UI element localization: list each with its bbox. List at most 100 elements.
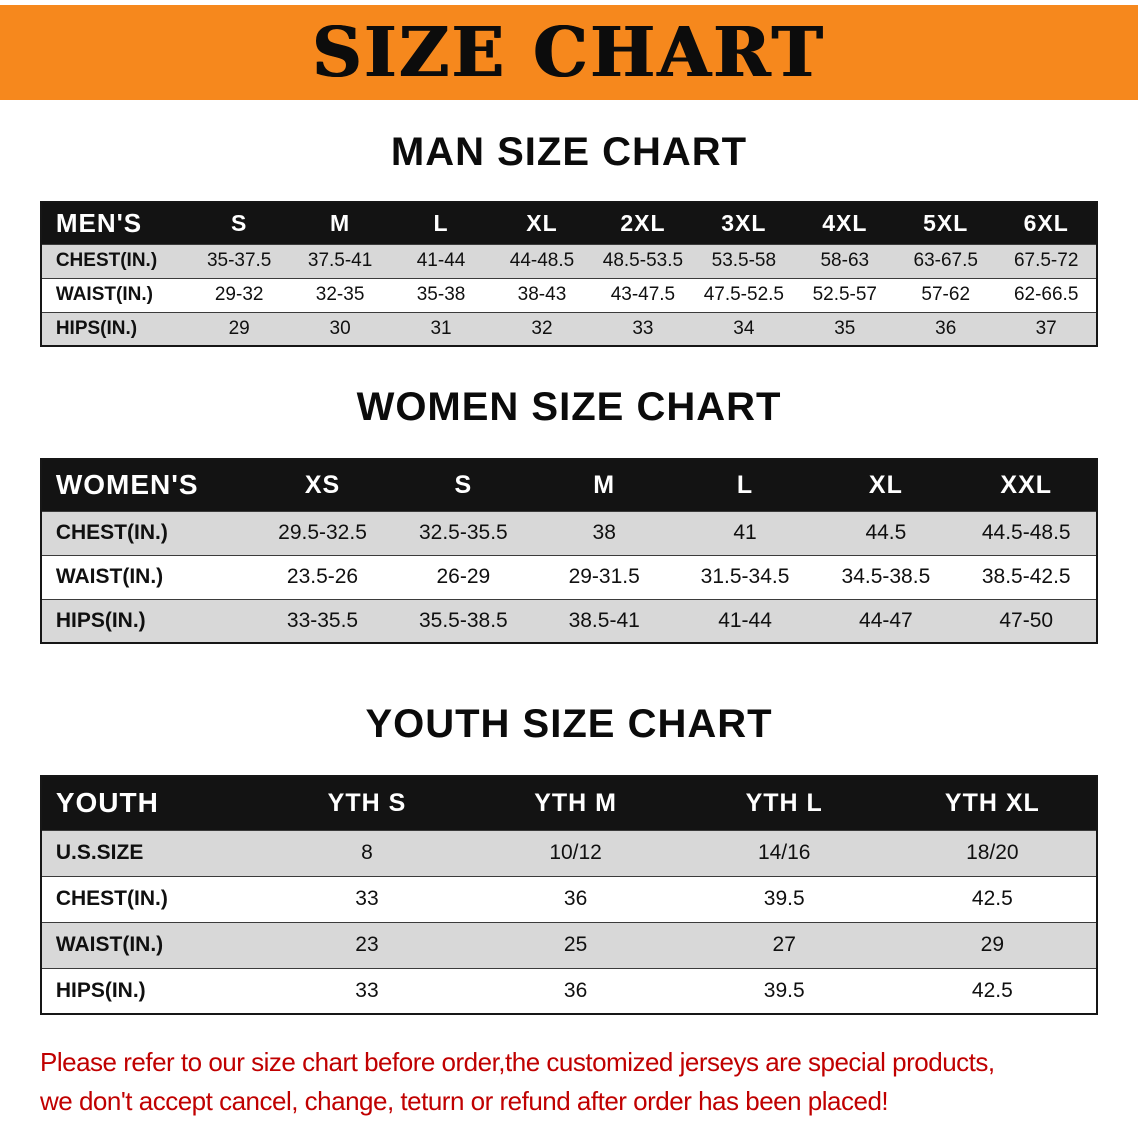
- size-value: 29.5-32.5: [278, 521, 367, 544]
- size-value: 25: [563, 933, 588, 956]
- table-row: CHEST(IN.) 29.5-32.5 32.5-35.5 38 41 44.5 44.5…: [40, 511, 1098, 555]
- size-value: 58-63: [820, 250, 870, 271]
- size-value: 35-37.5: [206, 250, 272, 271]
- size-column-header: S: [188, 202, 290, 244]
- table-header-row: YOUTH YTH S YTH M YTH L YTH XL: [40, 776, 1098, 830]
- size-value: 30: [329, 317, 351, 339]
- size-column-header: L: [390, 202, 492, 244]
- size-value: 35: [834, 317, 856, 339]
- size-value: 39.5: [763, 887, 805, 910]
- disclaimer-line: we don't accept cancel, change, teturn o…: [40, 1086, 889, 1116]
- size-value: 34.5-38.5: [841, 565, 931, 588]
- size-value: 53.5-58: [711, 250, 777, 271]
- size-value: 18/20: [966, 841, 1019, 864]
- table-group-label: YOUTH: [40, 776, 263, 830]
- size-value: 36: [563, 978, 588, 1002]
- size-value: 41-44: [416, 250, 466, 271]
- size-column-header: YTH L: [679, 776, 889, 830]
- table-row: HIPS(IN.) 33 36 39.5 42.5: [40, 968, 1098, 1014]
- size-value: 41-44: [718, 608, 772, 632]
- measurement-label: HIPS(IN.): [55, 608, 146, 632]
- size-value: 29-32: [214, 284, 264, 305]
- table-row: WAIST(IN.) 29-32 32-35 35-38 38-43 43-47.5 47.…: [40, 278, 1098, 312]
- size-value: 43-47.5: [610, 284, 676, 305]
- women-size-section: WOMEN SIZE CHART WOMEN'S XS S M L XL XXL CHEST(…: [0, 385, 1138, 644]
- disclaimer-line: Please refer to our size chart before or…: [40, 1047, 995, 1077]
- size-value: 29: [228, 317, 250, 339]
- youth-size-section: YOUTH SIZE CHART YOUTH YTH S YTH M YTH L YTH…: [0, 702, 1138, 1015]
- size-value: 31.5-34.5: [700, 565, 790, 588]
- table-header-row: MEN'S S M L XL 2XL 3XL 4XL 5XL 6XL: [40, 202, 1098, 244]
- size-value: 32: [531, 317, 553, 339]
- measurement-label: CHEST(IN.): [55, 521, 168, 544]
- youth-size-table: YOUTH YTH S YTH M YTH L YTH XL U.S.SIZE 8 10/12…: [39, 775, 1099, 1015]
- table-row: WAIST(IN.) 23 25 27 29: [40, 922, 1098, 968]
- size-value: 44-48.5: [509, 250, 575, 271]
- size-value: 29-31.5: [568, 565, 640, 588]
- table-group-label: WOMEN'S: [40, 459, 253, 511]
- size-value: 39.5: [763, 978, 805, 1002]
- size-value: 33: [632, 317, 654, 339]
- size-column-header: M: [533, 459, 675, 511]
- size-value: 41: [733, 521, 757, 544]
- women-section-heading: WOMEN SIZE CHART: [356, 385, 782, 429]
- page-title: SIZE CHART: [312, 12, 826, 93]
- size-column-header: 3XL: [693, 202, 795, 244]
- size-value: 14/16: [757, 841, 811, 864]
- size-value: 23: [355, 933, 379, 956]
- measurement-label: U.S.SIZE: [55, 841, 144, 864]
- size-column-header: 6XL: [996, 202, 1098, 244]
- size-column-header: YTH M: [471, 776, 680, 830]
- size-column-header: XXL: [956, 459, 1098, 511]
- table-row: CHEST(IN.) 35-37.5 37.5-41 41-44 44-48.5 48.5…: [40, 244, 1098, 278]
- size-value: 36: [935, 317, 957, 339]
- size-column-header: XS: [252, 459, 393, 511]
- size-value: 32.5-35.5: [418, 521, 508, 544]
- size-value: 48.5-53.5: [602, 250, 684, 271]
- size-value: 47.5-52.5: [703, 284, 784, 305]
- size-value: 33: [355, 887, 379, 910]
- size-column-header: YTH S: [262, 776, 472, 830]
- men-size-section: MAN SIZE CHART MEN'S S M L XL 2XL 3XL 4XL 5XL 6XL…: [0, 130, 1138, 347]
- size-value: 63-67.5: [913, 250, 978, 271]
- table-row: U.S.SIZE 8 10/12 14/16 18/20: [40, 830, 1098, 876]
- size-value: 23.5-26: [286, 565, 359, 588]
- order-disclaimer: Please refer to our size chart before or…: [40, 1043, 1098, 1121]
- size-value: 57-62: [921, 284, 971, 305]
- size-value: 47-50: [999, 608, 1054, 632]
- size-value: 37.5-41: [307, 250, 373, 271]
- size-value: 38: [592, 521, 616, 544]
- size-value: 38.5-41: [568, 608, 640, 632]
- table-header-row: WOMEN'S XS S M L XL XXL: [40, 459, 1098, 511]
- measurement-label: HIPS(IN.): [55, 978, 146, 1002]
- measurement-label: CHEST(IN.): [55, 250, 158, 271]
- men-section-heading: MAN SIZE CHART: [390, 130, 748, 174]
- size-column-header: YTH XL: [888, 776, 1098, 830]
- size-value: 44-47: [859, 608, 913, 632]
- size-value: 10/12: [549, 841, 602, 864]
- size-column-header: 4XL: [794, 202, 896, 244]
- measurement-label: WAIST(IN.): [55, 933, 164, 956]
- size-value: 44.5: [865, 521, 907, 544]
- size-value: 62-66.5: [1013, 284, 1079, 305]
- size-value: 38.5-42.5: [981, 565, 1071, 588]
- size-value: 8: [361, 841, 373, 864]
- size-value: 52.5-57: [812, 284, 878, 305]
- table-row: HIPS(IN.) 33-35.5 35.5-38.5 38.5-41 41-44 44-…: [40, 599, 1098, 643]
- size-column-header: 2XL: [592, 202, 694, 244]
- size-value: 42.5: [971, 978, 1013, 1002]
- size-value: 27: [772, 933, 796, 956]
- table-group-label: MEN'S: [40, 202, 189, 244]
- size-value: 32-35: [315, 284, 365, 305]
- measurement-label: CHEST(IN.): [55, 887, 168, 910]
- size-column-header: XL: [491, 202, 593, 244]
- table-row: WAIST(IN.) 23.5-26 26-29 29-31.5 31.5-34.5 34…: [40, 555, 1098, 599]
- size-value: 33: [355, 978, 379, 1002]
- size-value: 34: [733, 317, 755, 339]
- table-row: CHEST(IN.) 33 36 39.5 42.5: [40, 876, 1098, 922]
- table-row: HIPS(IN.) 29 30 31 32 33 34 35 36 37: [40, 312, 1098, 346]
- size-column-header: M: [289, 202, 391, 244]
- size-value: 35-38: [416, 284, 466, 305]
- size-value: 36: [563, 887, 588, 910]
